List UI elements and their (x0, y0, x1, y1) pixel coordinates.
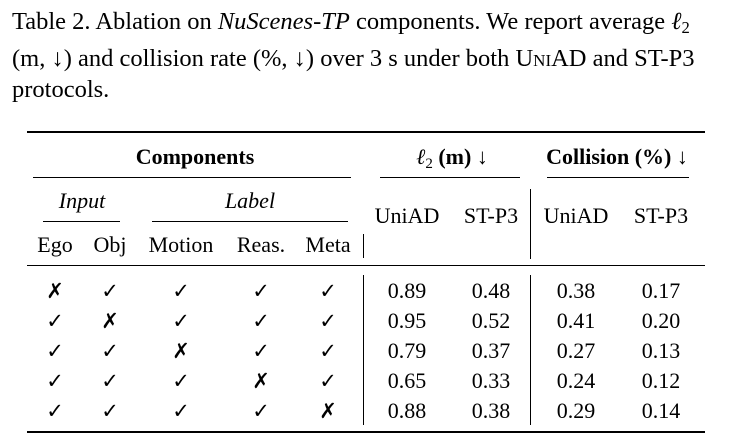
cell-mark: ✓ (172, 309, 190, 333)
cell-mark: ✗ (252, 369, 270, 393)
column-header: ST-P3 (463, 203, 519, 228)
top-rule (27, 131, 705, 133)
l2-subscript: 2 (425, 156, 433, 172)
header-components: Components (135, 144, 255, 169)
cell-value: 0.33 (471, 368, 511, 393)
cell-mark: ✓ (319, 279, 337, 303)
cell-mark: ✗ (101, 309, 119, 333)
table-caption: Table 2. Ablation on NuScenes-TP compone… (12, 6, 724, 105)
cell-mark: ✓ (172, 369, 190, 393)
caption-label: Table 2. (12, 8, 91, 35)
cell-value: 0.79 (387, 338, 427, 363)
cell-mark: ✓ (252, 279, 270, 303)
cell-mark: ✓ (46, 309, 64, 333)
body-separator (363, 275, 364, 425)
cell-value: 0.17 (641, 278, 681, 303)
cell-value: 0.52 (471, 308, 511, 333)
cell-value: 0.14 (641, 398, 681, 423)
cell-value: 0.20 (641, 308, 681, 333)
cell-mark: ✓ (319, 339, 337, 363)
collision-underline (547, 177, 689, 178)
cell-value: 0.38 (556, 278, 596, 303)
cell-value: 0.88 (387, 398, 427, 423)
caption-uniad: UniAD (515, 45, 587, 73)
cell-mark: ✓ (101, 279, 119, 303)
cell-value: 0.37 (471, 338, 511, 363)
components-underline (33, 177, 351, 178)
column-header: Ego (37, 232, 73, 257)
cell-mark: ✓ (319, 309, 337, 333)
cell-mark: ✓ (252, 339, 270, 363)
column-header: UniAD (374, 203, 440, 228)
cell-value: 0.38 (471, 398, 511, 423)
cell-value: 0.13 (641, 338, 681, 363)
cell-value: 0.24 (556, 368, 596, 393)
cell-mark: ✓ (101, 369, 119, 393)
cell-mark: ✓ (252, 399, 270, 423)
cell-mark: ✓ (46, 399, 64, 423)
caption-l2-sub: 2 (681, 18, 690, 38)
cell-value: 0.41 (556, 308, 596, 333)
cell-value: 0.12 (641, 368, 681, 393)
cell-mark: ✓ (101, 339, 119, 363)
cell-mark: ✗ (46, 279, 64, 303)
header-label: Label (224, 188, 276, 213)
header-collision: Collision (%) ↓ (546, 144, 688, 169)
caption-text: and ST-P3 protocols. (12, 45, 695, 104)
body-separator (530, 275, 531, 425)
header-l2: ℓ2 (m) ↓ (416, 145, 488, 176)
header-separator (530, 189, 531, 259)
column-header: Obj (93, 232, 127, 257)
column-header: UniAD (543, 203, 609, 228)
cell-mark: ✓ (172, 399, 190, 423)
cell-mark: ✓ (46, 339, 64, 363)
cell-mark: ✓ (319, 369, 337, 393)
caption-l2-symbol: ℓ (671, 8, 682, 35)
cell-mark: ✓ (46, 369, 64, 393)
l2-unit: (m) ↓ (432, 144, 488, 169)
cell-mark: ✓ (172, 279, 190, 303)
l2-symbol: ℓ (416, 144, 426, 169)
column-header: Reas. (236, 232, 286, 257)
cell-value: 0.27 (556, 338, 596, 363)
header-input: Input (58, 188, 106, 213)
cell-mark: ✓ (101, 399, 119, 423)
cell-value: 0.65 (387, 368, 427, 393)
cell-value: 0.48 (471, 278, 511, 303)
mid-rule (27, 265, 705, 266)
header-separator (363, 234, 364, 258)
cell-value: 0.29 (556, 398, 596, 423)
caption-text: Ablation on (90, 8, 218, 35)
input-underline (43, 221, 120, 222)
column-header: ST-P3 (633, 203, 689, 228)
column-header: Meta (305, 232, 351, 257)
l2-underline (380, 177, 520, 178)
bottom-rule (27, 431, 705, 433)
cell-mark: ✗ (319, 399, 337, 423)
cell-mark: ✓ (252, 309, 270, 333)
cell-value: 0.89 (387, 278, 427, 303)
caption-dataset: NuScenes-TP (217, 8, 350, 35)
cell-value: 0.95 (387, 308, 427, 333)
caption-text: (m, ↓) and collision rate (%, ↓) over 3 … (12, 45, 516, 73)
label-underline (152, 221, 348, 222)
column-header: Motion (148, 232, 214, 257)
cell-mark: ✗ (172, 339, 190, 363)
caption-text: components. We report average (349, 8, 672, 35)
